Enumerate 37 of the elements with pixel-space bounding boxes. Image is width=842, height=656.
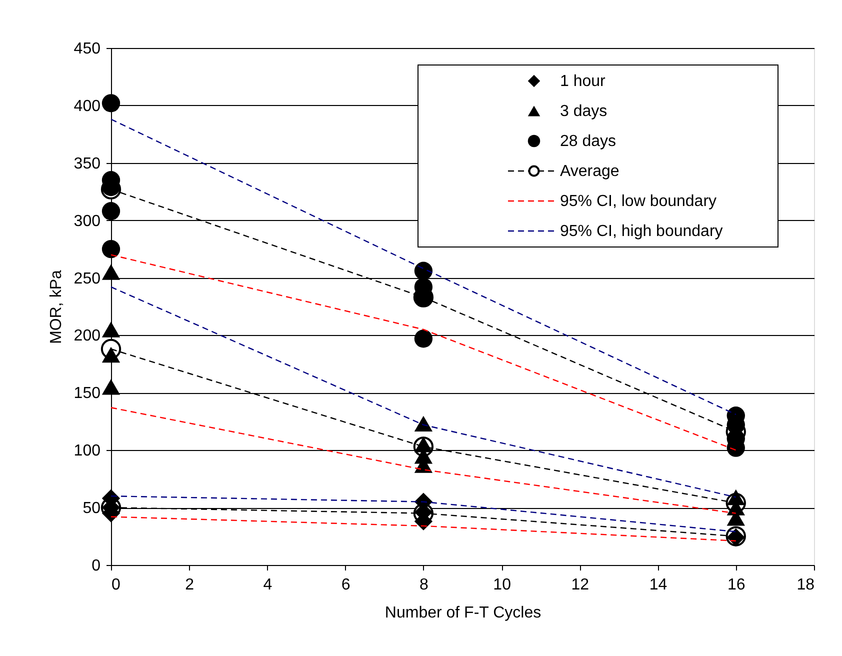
x-tick-label: 18 [796,576,815,594]
legend-label: 95% CI, high boundary [560,223,723,240]
x-tick-label: 0 [112,576,120,594]
point [102,240,120,258]
y-tick-label: 400 [74,98,101,115]
y-tick-label: 250 [74,270,101,288]
y-tick-label: 200 [74,328,101,345]
legend-label: 1 hour [560,73,606,90]
y-tick-label: 50 [82,500,101,518]
y-tick-label: 150 [74,385,101,402]
point [102,322,120,338]
x-tick-label: 10 [493,576,512,594]
x-tick-label: 8 [419,576,428,594]
point [414,416,433,432]
point [102,202,120,220]
y-tick-label: 100 [74,442,101,460]
y-axis-title: MOR, kPa [48,270,65,344]
y-tick-label: 450 [74,40,101,58]
y-tick-label: 350 [74,155,101,172]
point [102,264,120,280]
point [102,379,120,395]
x-axis-title: Number of F-T Cycles [384,604,542,622]
x-tick-label: 12 [571,576,590,594]
point [102,346,120,363]
x-tick-label: 2 [185,576,194,594]
legend-label: 95% CI, low boundary [560,193,717,210]
point [102,94,120,112]
x-tick-label: 16 [727,576,746,594]
point [414,330,433,348]
x-tick-label: 4 [263,576,272,594]
x-tick-label: 6 [341,576,350,594]
y-tick-label: 0 [92,558,101,574]
x-tick-label: 14 [649,576,668,594]
legend-label: 28 days [560,133,616,150]
legend-label: 3 days [560,103,608,120]
legend-label: Average [560,163,620,180]
y-tick-label: 300 [74,212,101,230]
